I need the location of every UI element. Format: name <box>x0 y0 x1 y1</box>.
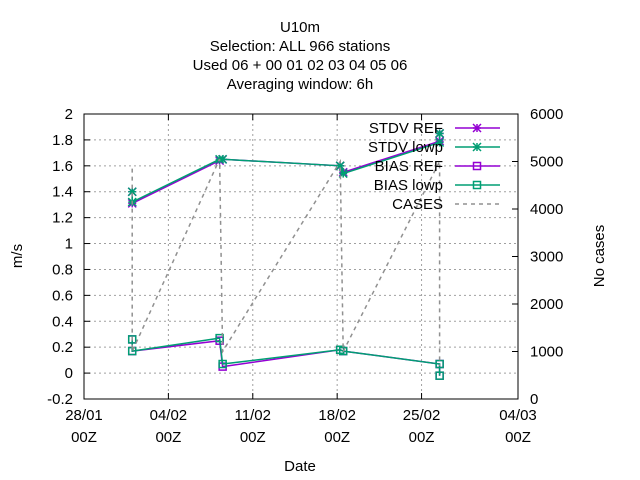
y-tick-label: -0.2 <box>47 391 73 408</box>
y2-tick-label: 0 <box>530 391 538 408</box>
x-tick-label: 28/01 <box>65 407 103 424</box>
data-point <box>435 137 445 148</box>
title-line: Selection: ALL 966 stations <box>210 38 390 55</box>
x-tick-label: 04/02 <box>150 407 188 424</box>
grid-lines <box>84 114 518 399</box>
legend-label: BIAS lowp <box>374 177 443 194</box>
y-tick-label: 1.2 <box>52 210 73 227</box>
x-axis-label: Date <box>284 458 316 475</box>
legend-item: STDV REF <box>369 120 500 137</box>
chart-title: U10m Selection: ALL 966 stations Used 06 +… <box>193 19 408 93</box>
data-point <box>218 154 228 164</box>
data-point <box>435 359 444 369</box>
legend: STDV REF STDV lowp BIAS REF BIAS lowp CASES <box>368 120 500 213</box>
data-point <box>435 371 444 380</box>
plot-frame <box>83 113 519 400</box>
x-tick-label: 00Z <box>409 429 435 446</box>
x-tick-label: 11/02 <box>235 407 271 424</box>
series-cases <box>131 158 441 366</box>
legend-label: STDV REF <box>369 120 443 137</box>
x-tick-label: 00Z <box>71 429 97 446</box>
y2-tick-label: 3000 <box>530 249 563 266</box>
y2-tick-label: 6000 <box>530 106 563 123</box>
title-line: Used 06 + 00 01 02 03 04 05 06 <box>193 57 408 74</box>
y-axis-ticks: -0.2 0 0.2 0.4 0.6 0.8 1 1.2 1.4 1.6 1.8 2 <box>47 106 90 408</box>
series-line <box>131 158 441 366</box>
y-axis-label: m/s <box>9 244 26 268</box>
y-tick-label: 0.4 <box>52 313 73 330</box>
y2-axis-label: No cases <box>591 225 608 288</box>
x-tick-label: 00Z <box>155 429 181 446</box>
data-point <box>127 335 137 344</box>
data-point <box>435 128 445 138</box>
x-tick-label: 25/02 <box>403 407 441 424</box>
y2-tick-label: 2000 <box>530 296 563 313</box>
legend-label: STDV lowp <box>368 139 443 156</box>
title-line: U10m <box>280 19 320 36</box>
y-tick-label: 0.6 <box>52 287 73 304</box>
legend-item: CASES <box>392 196 500 213</box>
y-tick-label: 0.8 <box>52 261 73 278</box>
series-line <box>131 337 441 376</box>
y-tick-label: 1.6 <box>52 158 73 175</box>
series-line <box>131 133 441 204</box>
y-tick-label: 1.8 <box>52 132 73 149</box>
series-group <box>127 128 445 380</box>
x-tick-label: 00Z <box>324 429 350 446</box>
legend-label: CASES <box>392 196 443 213</box>
data-point <box>218 359 227 369</box>
x-tick-label: 18/02 <box>318 407 356 424</box>
y2-tick-label: 5000 <box>530 154 563 171</box>
y-tick-label: 0 <box>65 365 73 382</box>
y2-axis-ticks: 0 1000 2000 3000 4000 5000 6000 <box>512 106 563 408</box>
y-tick-label: 1 <box>65 236 73 253</box>
legend-item: STDV lowp <box>368 139 500 156</box>
data-point <box>338 346 348 356</box>
y-tick-label: 2 <box>65 106 73 123</box>
data-point <box>215 333 224 343</box>
x-tick-label: 00Z <box>240 429 266 446</box>
x-axis-ticks: 28/01 00Z 04/02 00Z 11/02 00Z 18/02 00Z 25/02 00Z… <box>65 114 537 446</box>
legend-item: BIAS lowp <box>374 177 500 194</box>
x-tick-label: 04/03 <box>499 407 537 424</box>
legend-label: BIAS REF <box>375 158 443 175</box>
series-bias-lowp <box>127 333 444 380</box>
y2-tick-label: 1000 <box>530 344 563 361</box>
y2-tick-label: 4000 <box>530 201 563 218</box>
y-tick-label: 1.4 <box>52 184 73 201</box>
title-line: Averaging window: 6h <box>227 76 373 93</box>
x-tick-label: 00Z <box>505 429 531 446</box>
y-tick-label: 0.2 <box>52 339 73 356</box>
legend-item: BIAS REF <box>375 158 500 175</box>
